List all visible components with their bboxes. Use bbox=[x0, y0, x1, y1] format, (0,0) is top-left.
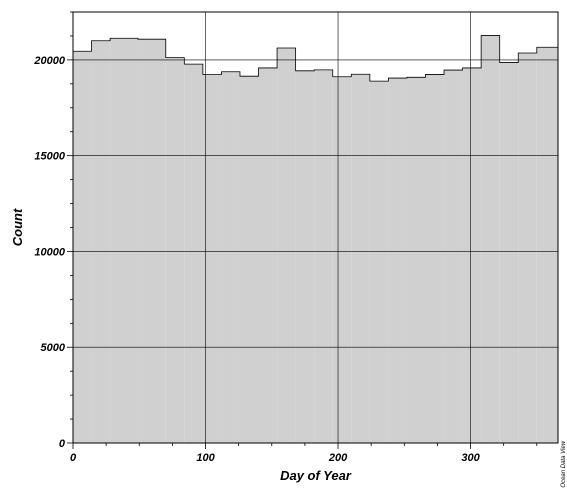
histogram-bar bbox=[221, 71, 240, 444]
histogram-bar bbox=[258, 67, 278, 444]
histogram-bar bbox=[314, 69, 333, 443]
x-tick-label: 200 bbox=[328, 452, 348, 464]
y-tick-label: 5000 bbox=[41, 342, 66, 354]
y-axis-title: Count bbox=[10, 208, 25, 246]
grid-layer bbox=[73, 12, 558, 443]
histogram-bar bbox=[425, 74, 445, 443]
histogram-bar bbox=[110, 38, 138, 444]
histogram-bar bbox=[444, 70, 463, 444]
histogram-bar bbox=[462, 67, 482, 444]
x-tick-label: 300 bbox=[461, 452, 480, 464]
histogram-bar bbox=[536, 47, 558, 444]
ticks-layer: 0 5000 10000 15000 20000 0 100 200 300 bbox=[33, 11, 538, 464]
histogram-bar bbox=[73, 51, 92, 443]
histogram-bar bbox=[91, 40, 111, 443]
credit-label: Ocean Data View bbox=[561, 440, 567, 487]
histogram-bar bbox=[332, 76, 352, 443]
histogram-bar bbox=[277, 48, 296, 443]
y-tick-label: 20000 bbox=[33, 55, 65, 67]
histogram-bar bbox=[295, 70, 315, 443]
histogram-bar bbox=[165, 57, 185, 444]
histogram-bar bbox=[202, 74, 222, 443]
histogram-bar bbox=[137, 39, 166, 443]
histogram-bar bbox=[239, 76, 259, 443]
histogram-bar bbox=[369, 81, 389, 444]
histogram-outline bbox=[72, 35, 559, 443]
histogram-bar bbox=[388, 78, 407, 443]
x-axis-title: Day of Year bbox=[280, 468, 352, 483]
histogram-bar bbox=[351, 74, 370, 443]
histogram-bar bbox=[184, 64, 203, 443]
x-tick-label: 100 bbox=[196, 452, 215, 464]
histogram-bar bbox=[481, 35, 500, 443]
bars-layer bbox=[72, 35, 559, 444]
y-tick-label: 15000 bbox=[34, 151, 65, 163]
histogram-bar bbox=[406, 77, 426, 444]
y-tick-label: 0 bbox=[59, 438, 66, 450]
histogram-bar bbox=[518, 52, 537, 443]
histogram-bar bbox=[499, 62, 519, 443]
y-tick-label: 10000 bbox=[34, 246, 65, 258]
x-tick-label: 0 bbox=[70, 452, 77, 464]
